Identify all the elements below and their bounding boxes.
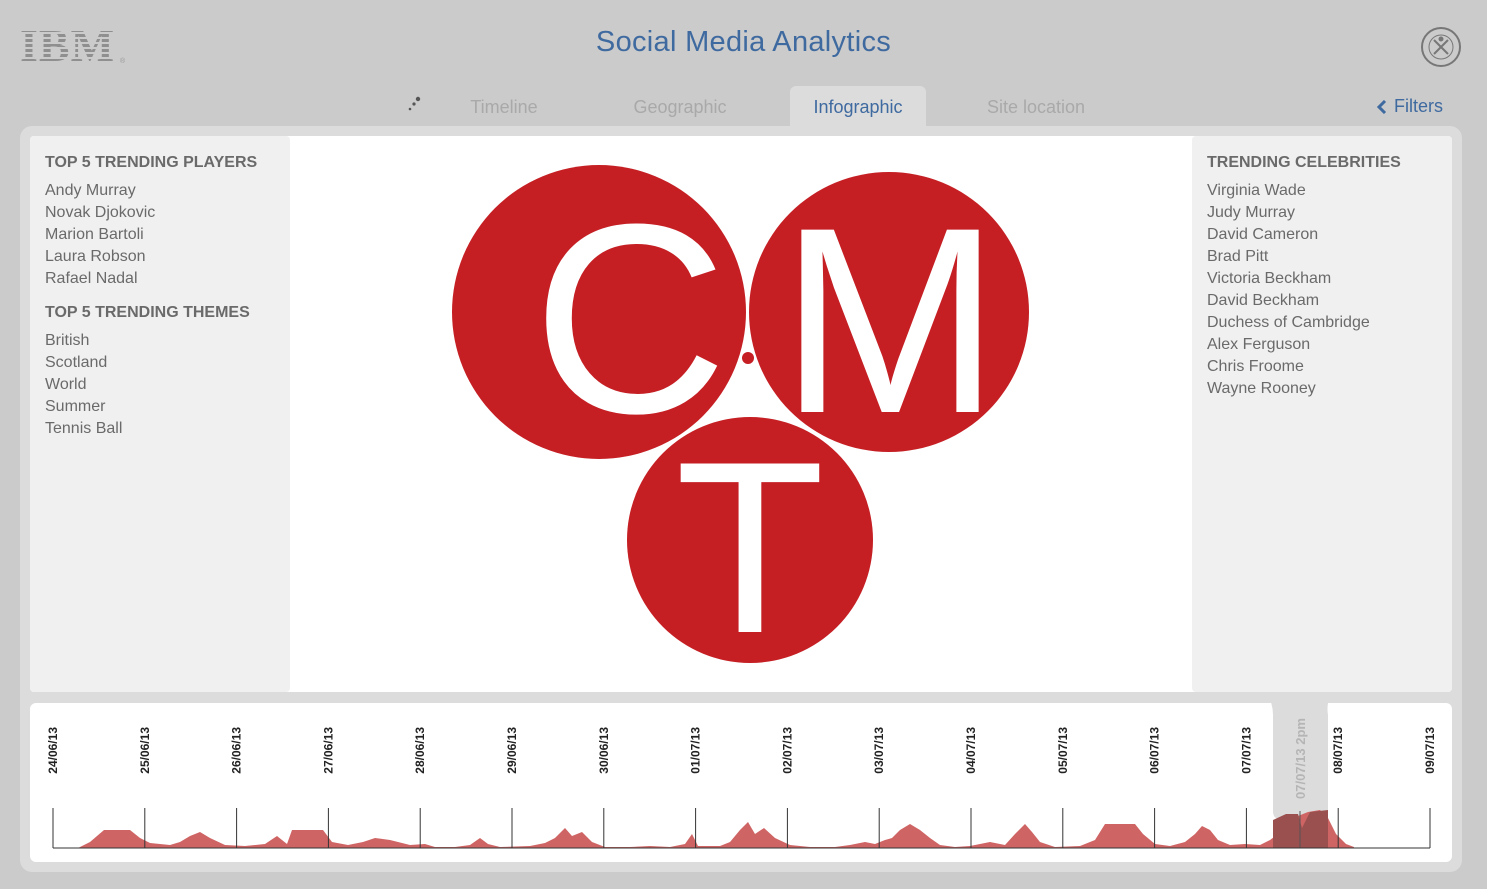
ibm-logo: IBM — [20, 23, 126, 69]
list-item[interactable]: Rafael Nadal — [45, 270, 138, 287]
list-item[interactable]: Chris Froome — [1207, 358, 1304, 375]
list-item[interactable]: Victoria Beckham — [1207, 270, 1332, 287]
right-trending-panel: TRENDING CELEBRITIES Virginia Wade Judy … — [1192, 136, 1452, 692]
left-trending-panel: TOP 5 TRENDING PLAYERS Andy Murray Novak… — [30, 136, 290, 692]
themes-title: TOP 5 TRENDING THEMES — [45, 304, 250, 321]
timeline-date-label: 03/07/13 — [872, 727, 886, 774]
wimbledon-emblem-icon — [1421, 27, 1461, 67]
timeline-date-label: 06/07/13 — [1148, 727, 1162, 774]
list-item[interactable]: British — [45, 332, 90, 349]
timeline-date-label: 09/07/13 — [1423, 727, 1437, 774]
timeline-date-label: 26/06/13 — [230, 727, 244, 774]
circle-m[interactable] — [749, 172, 1029, 452]
list-item[interactable]: Novak Djokovic — [45, 204, 156, 221]
list-item[interactable]: Andy Murray — [45, 182, 136, 199]
list-item[interactable]: Laura Robson — [45, 248, 146, 265]
players-list: Andy Murray Novak Djokovic Marion Bartol… — [45, 180, 275, 290]
list-item[interactable]: Summer — [45, 398, 106, 415]
timeline-date-label: 08/07/13 — [1331, 727, 1345, 774]
filters-button[interactable]: Filters — [1376, 96, 1443, 117]
timeline-date-label: 02/07/13 — [780, 727, 794, 774]
ibm-logo-registered-mark: ® — [120, 58, 126, 65]
selection-handle-tab[interactable] — [1266, 703, 1332, 819]
timeline-date-label: 04/07/13 — [964, 727, 978, 774]
themes-list: British Scotland World Summer Tennis Bal… — [45, 330, 275, 440]
list-item[interactable]: Virginia Wade — [1207, 182, 1306, 199]
chevron-left-icon — [1376, 99, 1387, 114]
selected-time-label: 07/07/13 2pm — [1293, 718, 1308, 799]
timeline-date-label: 25/06/13 — [138, 727, 152, 774]
timeline-date-label: 30/06/13 — [597, 727, 611, 774]
timeline-date-label: 27/06/13 — [321, 727, 335, 774]
letter-c: C — [533, 169, 728, 470]
celebrities-list: Virginia Wade Judy Murray David Cameron … — [1207, 180, 1437, 400]
letter-t: T — [675, 410, 825, 684]
players-title: TOP 5 TRENDING PLAYERS — [45, 154, 258, 171]
list-item[interactable]: Wayne Rooney — [1207, 380, 1316, 397]
timeline-chart[interactable]: 24/06/13 25/06/13 26/06/13 27/06/13 28/06/13… — [30, 703, 1452, 862]
activity-area — [78, 810, 1354, 848]
list-item[interactable]: Duchess of Cambridge — [1207, 314, 1370, 331]
tab-geographic[interactable]: Geographic — [633, 97, 727, 117]
list-item[interactable]: David Beckham — [1207, 292, 1320, 309]
tab-timeline[interactable]: Timeline — [470, 97, 538, 117]
share-icon[interactable] — [405, 96, 421, 112]
page-title: Social Media Analytics — [595, 26, 892, 58]
list-item[interactable]: Marion Bartoli — [45, 226, 144, 243]
timeline-date-label: 24/06/13 — [46, 727, 60, 774]
timeline-panel: 24/06/13 25/06/13 26/06/13 27/06/13 28/06/13… — [30, 703, 1452, 862]
circle-c[interactable] — [452, 165, 746, 459]
timeline-date-label: 01/07/13 — [689, 727, 703, 774]
list-item[interactable]: David Cameron — [1207, 226, 1319, 243]
letter-m: M — [780, 173, 1001, 469]
list-item[interactable]: Alex Ferguson — [1207, 336, 1311, 353]
filters-label: Filters — [1394, 96, 1443, 116]
timeline-date-label: 05/07/13 — [1056, 727, 1070, 774]
list-item[interactable]: Brad Pitt — [1207, 248, 1269, 265]
list-item[interactable]: Tennis Ball — [45, 420, 123, 437]
timeline-date-label: 28/06/13 — [413, 727, 427, 774]
timeline-date-label: 07/07/13 — [1239, 727, 1253, 774]
list-item[interactable]: Scotland — [45, 354, 108, 371]
circle-t[interactable] — [627, 417, 873, 663]
cmt-infographic: C M T — [452, 165, 1029, 684]
list-item[interactable]: Judy Murray — [1207, 204, 1296, 221]
tab-site-location[interactable]: Site location — [986, 97, 1086, 117]
list-item[interactable]: World — [45, 376, 87, 393]
tab-infographic[interactable]: Infographic — [790, 86, 926, 126]
timeline-date-label: 29/06/13 — [505, 727, 519, 774]
celebrities-title: TRENDING CELEBRITIES — [1207, 154, 1401, 171]
dot-separator — [742, 352, 754, 364]
